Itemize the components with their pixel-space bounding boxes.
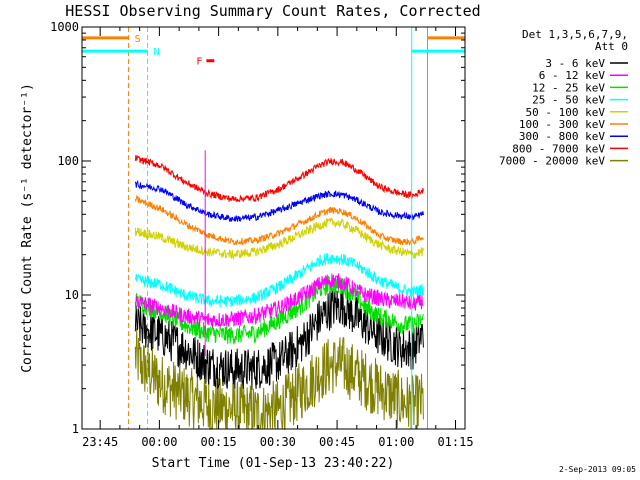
series-line-6-12-kev bbox=[134, 273, 424, 328]
legend-label-25-50-kev: 25 - 50 keV bbox=[532, 94, 605, 107]
x-axis-title: Start Time (01-Sep-13 23:40:22) bbox=[152, 456, 395, 471]
flare-flag-label: F bbox=[196, 57, 202, 68]
legend-label-12-25-kev: 12 - 25 keV bbox=[532, 81, 605, 94]
legend-label-50-100-kev: 50 - 100 keV bbox=[526, 106, 606, 119]
night-label: N bbox=[154, 47, 160, 58]
y-tick-label: 10 bbox=[65, 288, 79, 302]
legend-header-1: Det 1,3,5,6,7,9, bbox=[522, 28, 628, 41]
x-tick-label: 01:00 bbox=[378, 435, 414, 449]
legend-header-2: Att 0 bbox=[595, 40, 628, 53]
series-line-100-300-kev bbox=[134, 194, 424, 247]
plot-frame bbox=[81, 26, 466, 430]
series-line-12-25-kev bbox=[134, 275, 424, 345]
y-tick-label: 1 bbox=[72, 422, 79, 436]
series-line-7000-20000-kev bbox=[134, 328, 424, 431]
x-tick-label: 00:45 bbox=[319, 435, 355, 449]
date-stamp: 2-Sep-2013 09:05 bbox=[559, 465, 636, 474]
y-tick-label: 1000 bbox=[50, 20, 79, 34]
series-line-800-7000-kev bbox=[134, 154, 424, 203]
y-axis-title: Corrected Count Rate (s⁻¹ detector⁻¹) bbox=[20, 83, 35, 373]
tick-layer: 23:45 00:00 00:15 00:30 00:45 01:00 01:15 1 10 10… bbox=[50, 20, 473, 449]
legend-label-3-6-kev: 3 - 6 keV bbox=[545, 57, 605, 70]
legend-label-7000-20000-kev: 7000 - 20000 keV bbox=[499, 155, 605, 168]
x-tick-label: 01:15 bbox=[437, 435, 473, 449]
x-tick-label: 00:30 bbox=[260, 435, 296, 449]
series-line-300-800-kev bbox=[134, 179, 424, 223]
series-line-50-100-kev bbox=[134, 217, 424, 261]
legend-label-6-12-kev: 6 - 12 keV bbox=[539, 69, 606, 82]
legend-label-800-7000-kev: 800 - 7000 keV bbox=[512, 142, 605, 155]
saa-label: S bbox=[135, 34, 141, 45]
legend-label-100-300-kev: 100 - 300 keV bbox=[519, 118, 605, 131]
series-layer bbox=[134, 154, 424, 431]
legend-label-300-800-kev: 300 - 800 keV bbox=[519, 130, 605, 143]
x-tick-label: 00:15 bbox=[201, 435, 237, 449]
y-tick-label: 100 bbox=[57, 154, 79, 168]
series-line-25-50-kev bbox=[134, 253, 424, 308]
chart-title: HESSI Observing Summary Count Rates, Cor… bbox=[65, 2, 480, 20]
series-line-3-6-kev bbox=[134, 286, 424, 390]
x-tick-label: 23:45 bbox=[82, 435, 118, 449]
x-tick-label: 00:00 bbox=[141, 435, 177, 449]
marker-layer: S N F bbox=[82, 27, 465, 429]
